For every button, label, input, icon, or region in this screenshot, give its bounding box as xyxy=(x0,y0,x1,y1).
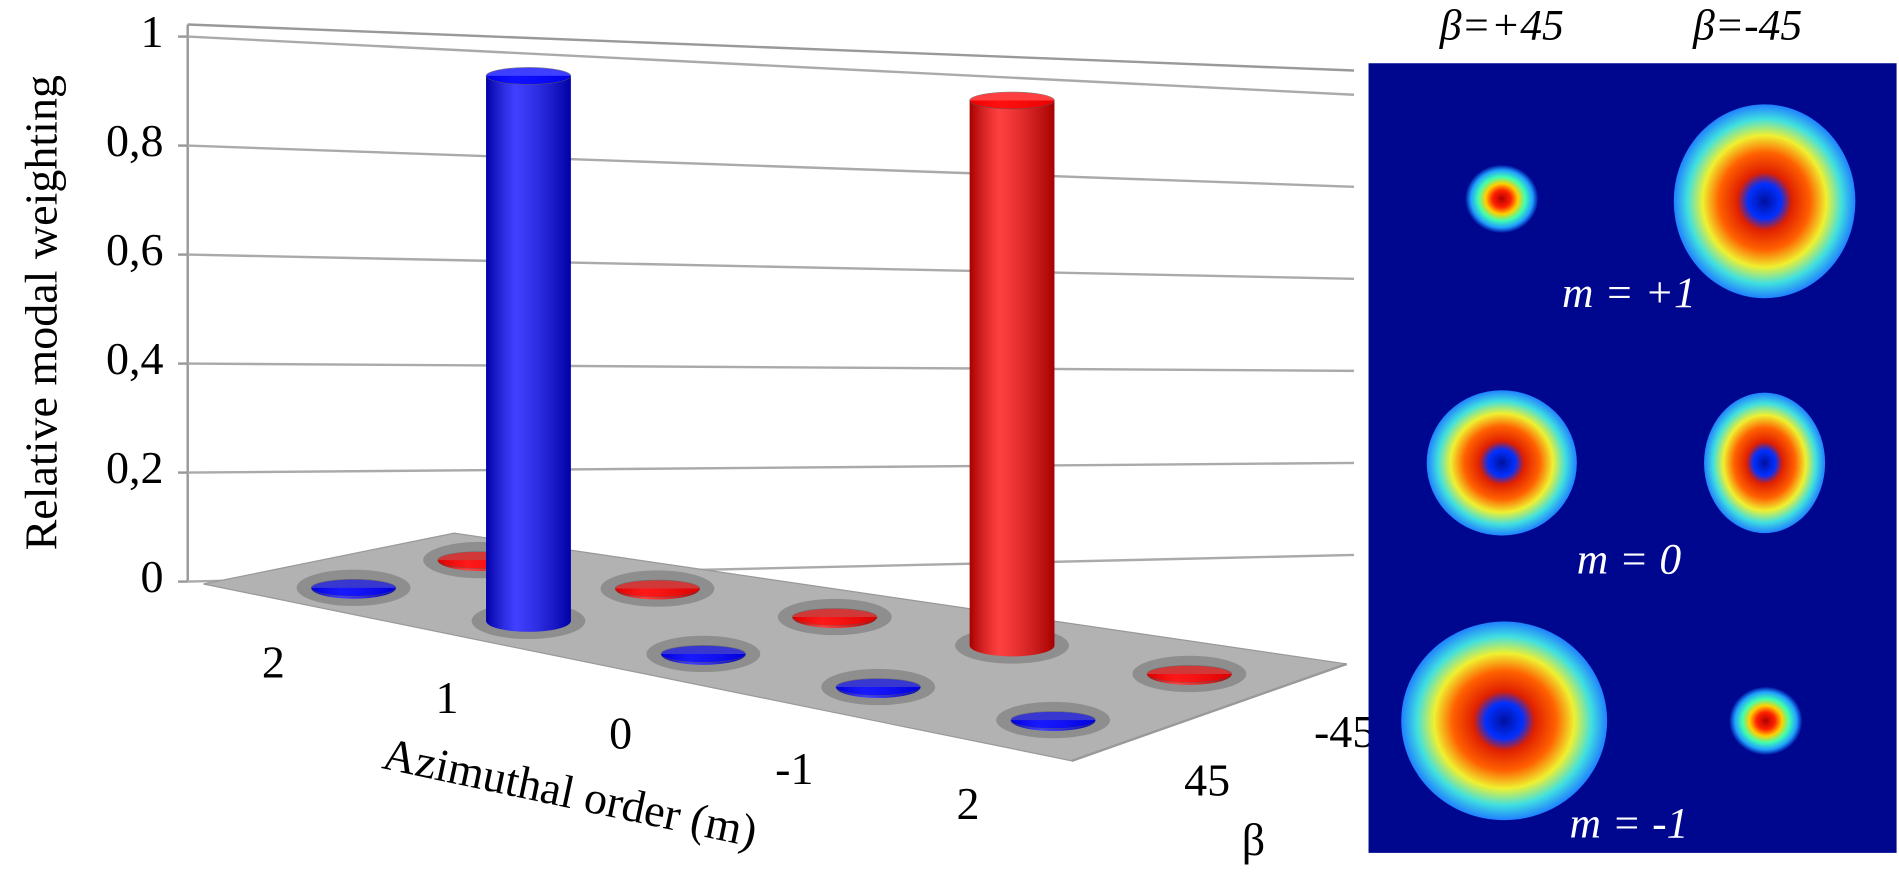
y-tick-label: 0,8 xyxy=(106,115,164,166)
y-axis-title: Relative modal weighting xyxy=(16,75,67,550)
bar xyxy=(660,645,747,665)
bar-shade xyxy=(969,100,1055,657)
bar xyxy=(792,608,878,628)
row-label: m = -1 xyxy=(1569,799,1688,847)
mode-image xyxy=(1465,164,1539,233)
mode-image xyxy=(1704,392,1826,534)
image-panel: β=+45 β=-45 m = +1 m = 0 m = -1 xyxy=(1368,1,1897,853)
grid-line xyxy=(187,253,1355,281)
y-tick-label: 1 xyxy=(140,6,163,57)
bar-top xyxy=(835,678,921,696)
bar-shade xyxy=(486,75,571,632)
grid-line xyxy=(187,144,1355,188)
grid-line xyxy=(187,461,1355,474)
bar xyxy=(310,579,397,599)
z-tick-label: -45 xyxy=(1314,706,1375,757)
bar xyxy=(614,579,701,600)
grid-line xyxy=(187,35,1355,96)
z-axis-title: β xyxy=(1242,814,1265,865)
mode-image xyxy=(1426,390,1577,536)
chart: 0 0,2 0,4 0,6 0,8 1 2 1 0 -1 2 45 -45 Relative modal … xyxy=(16,6,1376,865)
mode-image xyxy=(1673,104,1856,299)
z-tick-label: 45 xyxy=(1184,755,1230,806)
bar-top xyxy=(969,91,1055,110)
x-tick-label: 1 xyxy=(436,672,459,723)
x-axis-title: Azimuthal order (m) xyxy=(379,728,762,857)
wall-edge xyxy=(187,23,1355,72)
x-tick-label: 2 xyxy=(957,778,980,829)
x-tick-label: -1 xyxy=(775,743,813,794)
x-tick-label: 2 xyxy=(262,637,285,688)
bar xyxy=(969,91,1055,657)
mode-image xyxy=(1729,686,1803,755)
grid-line xyxy=(187,362,1355,373)
column-heading: β=+45 xyxy=(1439,1,1564,49)
bar-top xyxy=(1010,711,1096,729)
bar-top xyxy=(485,67,572,85)
bar xyxy=(1010,711,1096,731)
row-label: m = 0 xyxy=(1577,535,1682,583)
bar-top xyxy=(310,579,397,597)
axis-line xyxy=(1071,662,1348,762)
x-tick-label: 0 xyxy=(609,707,632,758)
bar-top xyxy=(792,608,878,626)
bar xyxy=(485,67,572,632)
y-tick-label: 0,4 xyxy=(106,333,164,384)
y-tick-label: 0,2 xyxy=(106,442,164,493)
bar xyxy=(1146,665,1233,685)
bar-top xyxy=(614,579,701,598)
bar-top xyxy=(1146,665,1233,683)
bar xyxy=(835,678,921,698)
y-tick-label: 0,6 xyxy=(106,224,164,275)
y-tick-label: 0 xyxy=(140,551,163,602)
mode-image xyxy=(1401,621,1608,821)
bar-top xyxy=(660,645,747,663)
row-label: m = +1 xyxy=(1562,269,1696,317)
column-heading: β=-45 xyxy=(1692,1,1802,49)
